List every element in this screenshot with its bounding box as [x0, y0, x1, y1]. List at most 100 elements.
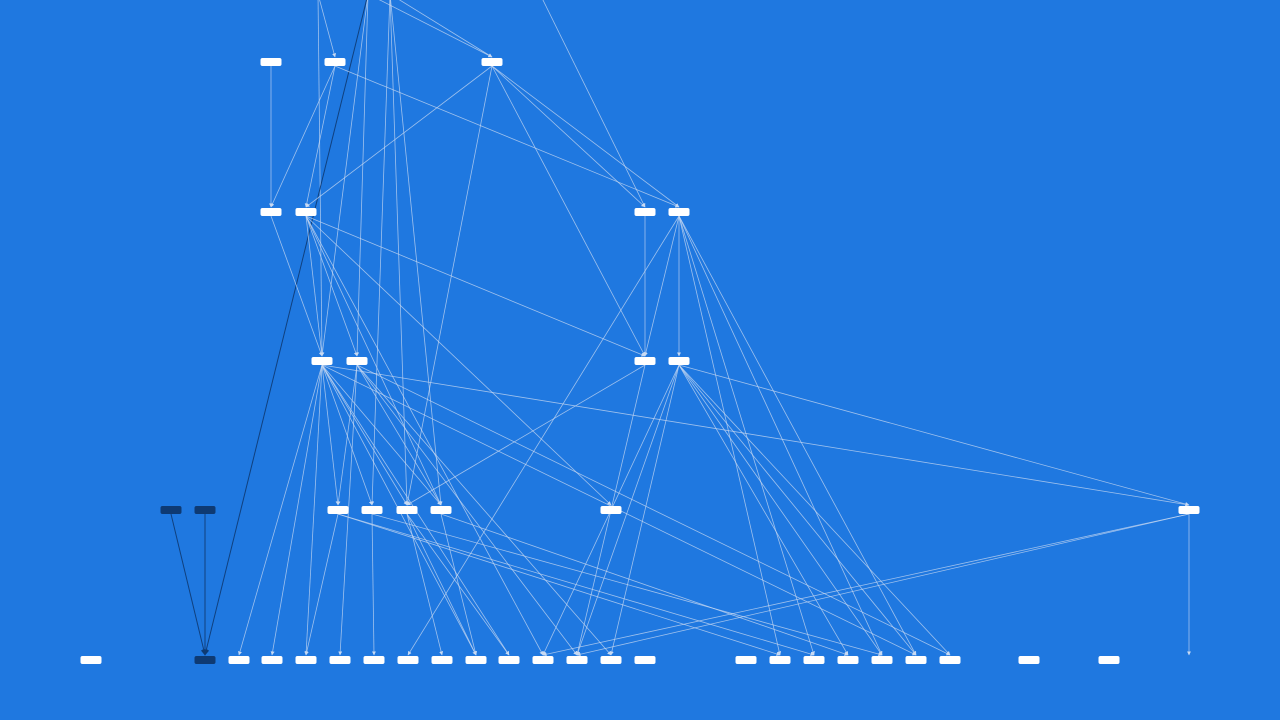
- edge-d5-e9: [440, 513, 478, 656]
- edge-layer: [170, 0, 1191, 657]
- graph-node-d3[interactable]: [361, 506, 383, 514]
- edge-d4-e10: [406, 513, 510, 656]
- graph-node-e1[interactable]: [194, 656, 216, 664]
- graph-node-b3[interactable]: [634, 208, 656, 216]
- graph-node-e4[interactable]: [295, 656, 317, 664]
- edge-c4-e13: [609, 364, 680, 656]
- edge-c1-d3: [321, 364, 373, 506]
- graph-node-e0[interactable]: [80, 656, 102, 664]
- edge-d2-e17: [337, 513, 815, 656]
- edge-c1-d5: [321, 364, 442, 506]
- edge-c3-d4: [406, 364, 646, 506]
- graph-node-a2[interactable]: [324, 58, 346, 66]
- edge-top2-e1: [203, 0, 368, 656]
- edge-c2-e13: [356, 364, 612, 656]
- graph-node-e3[interactable]: [261, 656, 283, 664]
- edge-b1-c1: [270, 215, 323, 357]
- edge-b4-e19: [678, 215, 883, 656]
- edge-a3-b3: [491, 65, 646, 208]
- graph-node-d7[interactable]: [1178, 506, 1200, 514]
- edge-b4-e16: [678, 215, 782, 656]
- edge-c1-e3: [270, 364, 323, 656]
- graph-node-e23[interactable]: [1098, 656, 1120, 664]
- graph-node-e22[interactable]: [1018, 656, 1040, 664]
- graph-node-d1[interactable]: [194, 506, 216, 514]
- edge-d2-e16: [337, 513, 781, 656]
- edge-b4-e17: [678, 215, 815, 656]
- edge-a3-d4: [405, 65, 493, 506]
- graph-node-e6[interactable]: [363, 656, 385, 664]
- edge-b2-e11: [305, 215, 544, 656]
- edge-d3-e19: [371, 513, 883, 656]
- edge-c4-e21: [678, 364, 951, 656]
- graph-node-e14[interactable]: [634, 656, 656, 664]
- edge-top3-d3: [370, 0, 391, 506]
- graph-node-c3[interactable]: [634, 357, 656, 365]
- graph-node-a1[interactable]: [260, 58, 282, 66]
- graph-node-e20[interactable]: [905, 656, 927, 664]
- graph-node-e10[interactable]: [498, 656, 520, 664]
- edge-d0-e1: [170, 513, 207, 656]
- edge-b2-c3: [305, 215, 646, 357]
- graph-node-a3[interactable]: [481, 58, 503, 66]
- edge-a2-b1: [270, 65, 336, 208]
- edge-d3-e6: [371, 513, 376, 656]
- graph-node-e7[interactable]: [397, 656, 419, 664]
- edge-a3-b4: [491, 65, 680, 208]
- edge-c2-e12: [356, 364, 578, 656]
- edge-d7-e12: [576, 513, 1190, 657]
- edge-top4-b3: [542, 0, 646, 208]
- edge-top2-a3: [378, 0, 493, 58]
- edge-top3-d4: [389, 0, 409, 506]
- edge-b2-d6: [305, 215, 612, 506]
- edge-a3-c3: [491, 65, 646, 357]
- edge-d2-e4: [304, 513, 339, 656]
- graph-node-e17[interactable]: [803, 656, 825, 664]
- edge-c1-d4: [321, 364, 408, 506]
- graph-node-e9[interactable]: [465, 656, 487, 664]
- edge-top3-d5: [390, 0, 443, 506]
- edge-top3-a3: [398, 0, 493, 58]
- edge-a2-b4: [334, 65, 680, 208]
- graph-node-d0[interactable]: [160, 506, 182, 514]
- edge-c4-e19: [678, 364, 883, 656]
- graph-node-e13[interactable]: [600, 656, 622, 664]
- edge-b4-c3: [643, 215, 680, 357]
- edge-b2-c1: [305, 215, 324, 357]
- graph-node-b4[interactable]: [668, 208, 690, 216]
- graph-node-c1[interactable]: [311, 357, 333, 365]
- graph-node-d5[interactable]: [430, 506, 452, 514]
- graph-node-d6[interactable]: [600, 506, 622, 514]
- edge-top1-c1: [317, 0, 324, 357]
- edge-c1-e2: [238, 364, 323, 656]
- edge-c2-d2: [336, 364, 358, 506]
- graph-node-e12[interactable]: [566, 656, 588, 664]
- edge-c1-e4: [304, 364, 323, 656]
- graph-node-e15[interactable]: [735, 656, 757, 664]
- graph-node-e11[interactable]: [532, 656, 554, 664]
- graph-node-e16[interactable]: [769, 656, 791, 664]
- edge-a3-b2: [305, 65, 493, 208]
- graph-node-d4[interactable]: [396, 506, 418, 514]
- edge-b2-d5: [305, 215, 442, 506]
- graph-node-b1[interactable]: [260, 208, 282, 216]
- graph-node-e5[interactable]: [329, 656, 351, 664]
- edge-c4-e18: [678, 364, 849, 656]
- graph-node-c4[interactable]: [668, 357, 690, 365]
- graph-node-d2[interactable]: [327, 506, 349, 514]
- edge-c1-d7: [321, 364, 1190, 507]
- edge-top2-c2: [355, 0, 369, 357]
- graph-node-b2[interactable]: [295, 208, 317, 216]
- graph-node-e21[interactable]: [939, 656, 961, 664]
- graph-node-e19[interactable]: [871, 656, 893, 664]
- edge-d4-e9: [406, 513, 477, 656]
- graph-node-e2[interactable]: [228, 656, 250, 664]
- edge-top1-a2: [319, 0, 336, 58]
- edge-c4-e12: [576, 364, 680, 656]
- graph-node-c2[interactable]: [346, 357, 368, 365]
- edge-d7-e11: [542, 513, 1190, 657]
- graph-node-e18[interactable]: [837, 656, 859, 664]
- graph-node-e8[interactable]: [431, 656, 453, 664]
- edge-c4-d7: [678, 364, 1190, 506]
